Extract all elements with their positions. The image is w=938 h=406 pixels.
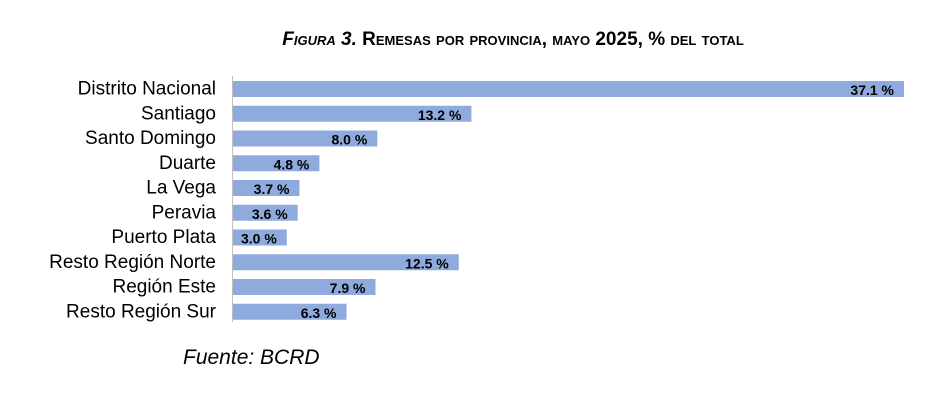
bar-value-label: 6.3 % [301,305,337,321]
category-label: Puerto Plata [111,227,216,248]
bar-value-label: 7.9 % [330,280,366,296]
bar [233,229,287,246]
bar [233,130,378,147]
category-label: Santo Domingo [85,128,216,149]
bar [233,81,904,97]
bar [233,303,347,320]
bar-value-label: 12.5 % [405,255,449,271]
bar-value-label: 37.1 % [850,82,894,98]
bar [233,254,459,271]
bar-value-label: 13.2 % [418,107,462,123]
bar [233,180,300,196]
bar-value-label: 4.8 % [274,156,310,172]
bar-value-label: 3.6 % [252,206,288,222]
category-label: Resto Región Sur [66,301,217,322]
category-label: La Vega [146,178,216,199]
bar-value-label: 8.0 % [331,132,367,148]
category-label: Región Este [112,277,216,298]
bar-value-label: 3.7 % [254,181,290,197]
bar [233,155,320,172]
category-label: Peravia [152,202,217,223]
chart-title: Figura 3. Remesas por provincia, mayo 20… [0,29,938,51]
bar-value-label: 3.0 % [241,231,277,247]
category-label: Distrito Nacional [78,79,216,100]
bar [233,204,298,221]
chart-title-main: Remesas por provincia, mayo 2025, % del … [362,29,744,50]
category-label: Santiago [141,103,216,124]
category-label: Duarte [159,153,216,174]
source-note: Fuente: BCRD [183,346,320,369]
bar [233,105,472,122]
bar [233,279,376,295]
category-label: Resto Región Norte [49,252,216,273]
chart-title-prefix: Figura 3. [282,29,357,50]
